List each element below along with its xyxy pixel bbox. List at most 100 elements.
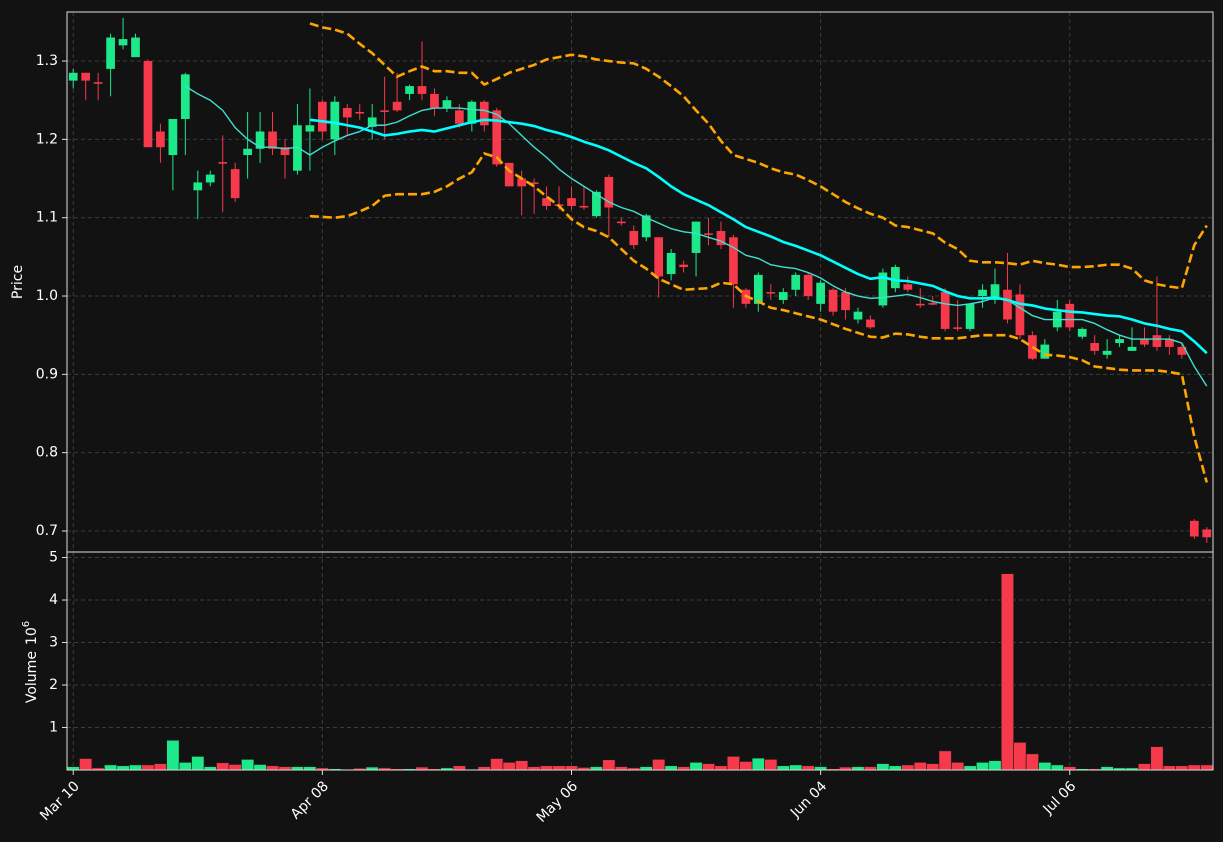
volume-bar	[764, 759, 778, 771]
candle-body	[1090, 343, 1100, 351]
volume-bar	[266, 765, 280, 771]
volume-bar	[191, 756, 205, 771]
candle-body	[1115, 339, 1124, 344]
band-line	[309, 152, 1209, 483]
volume-bar	[876, 763, 890, 771]
candle-body	[816, 282, 825, 304]
volume-bar	[1150, 746, 1164, 771]
volume-bar	[851, 766, 865, 771]
volume-bar	[253, 764, 267, 771]
volume-bar	[776, 765, 790, 771]
volume-bar	[901, 764, 915, 771]
volume-bar	[1162, 765, 1176, 771]
volume-bar	[303, 766, 317, 771]
candle-body	[679, 264, 688, 268]
candle-body	[430, 93, 439, 109]
volume-bar	[1100, 766, 1114, 771]
volume-bar	[1038, 762, 1052, 771]
candle-body	[230, 169, 240, 199]
candle-body	[1202, 529, 1212, 538]
volume-bar	[926, 763, 940, 771]
candle-body	[791, 274, 801, 290]
candle-body	[1065, 303, 1075, 328]
volume-bar	[452, 765, 466, 771]
moving-average	[184, 85, 1208, 387]
volume-bar	[677, 766, 691, 771]
candle-body	[866, 319, 875, 328]
volume-bar	[128, 764, 143, 771]
volume-bar	[664, 765, 678, 771]
candle-body	[940, 292, 950, 329]
y-tick-label: 4	[49, 592, 58, 608]
candle-body	[305, 125, 315, 132]
candle-body	[828, 289, 838, 312]
candle-body	[604, 176, 614, 208]
candle-body	[131, 37, 140, 58]
volume-bar	[751, 757, 765, 771]
y-tick-label: 5	[49, 550, 58, 566]
candle-body	[1165, 339, 1174, 347]
candle-body	[579, 205, 589, 208]
candle-body	[1152, 335, 1162, 347]
candle-body	[691, 221, 701, 253]
volume-bar	[863, 766, 877, 771]
volume-bar	[477, 766, 491, 771]
volume-bar	[1200, 764, 1214, 771]
volume-bar	[104, 764, 118, 771]
candle-body	[1015, 294, 1025, 336]
volume-bar	[203, 766, 217, 771]
candle-body	[417, 86, 427, 94]
volume-bar	[938, 750, 952, 771]
candle-body	[168, 118, 178, 156]
candle-body	[81, 72, 91, 81]
volume-label-text: Volume	[24, 651, 40, 703]
volume-bar	[166, 739, 180, 771]
volume-bar	[988, 760, 1002, 771]
candle-body	[280, 147, 290, 156]
candle-body	[355, 111, 365, 114]
volume-bar	[66, 766, 80, 771]
volume-bar	[602, 759, 616, 771]
y-tick-label: 2	[49, 677, 58, 693]
band-line	[309, 22, 1208, 290]
candle-body	[592, 191, 601, 217]
volume-bar	[564, 765, 579, 771]
candle-body	[928, 303, 938, 305]
volume-bar	[1025, 753, 1039, 771]
volume-bar	[515, 760, 529, 771]
candle-body	[641, 215, 651, 238]
candle-body	[1077, 328, 1087, 337]
candle-body	[392, 101, 402, 111]
volume-bar	[228, 764, 242, 771]
volume-label-exponent: 6	[21, 621, 32, 627]
candle-body	[118, 39, 128, 46]
volume-bar	[1175, 765, 1189, 771]
volume-bar	[726, 756, 740, 771]
price-axis-label: Price	[10, 265, 26, 299]
candle-body	[504, 162, 514, 187]
candle-body	[143, 61, 153, 148]
candle-body	[1040, 344, 1050, 359]
volume-bar	[527, 766, 541, 771]
y-tick-label: 0.9	[36, 366, 58, 382]
volume-bar	[178, 762, 192, 771]
candle-body	[890, 267, 900, 289]
candle-body	[766, 292, 776, 294]
volume-bar	[789, 764, 803, 771]
volume-bar	[502, 762, 516, 771]
y-tick-label: 1	[49, 720, 58, 736]
candle-body	[367, 117, 377, 127]
volume-bar	[79, 758, 93, 771]
volume-bar	[714, 765, 728, 771]
candle-body	[704, 233, 713, 235]
y-tick-label: 0.8	[36, 445, 58, 461]
candle-body	[342, 108, 352, 118]
volume-bar	[290, 766, 304, 771]
volume-bar	[1187, 764, 1201, 771]
volume-bar	[739, 761, 753, 771]
volume-bar	[951, 762, 965, 771]
volume-bar	[1050, 764, 1064, 771]
moving-average	[309, 118, 1208, 355]
